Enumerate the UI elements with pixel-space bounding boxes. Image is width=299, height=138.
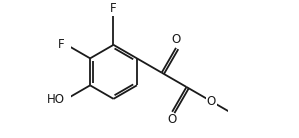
- Text: O: O: [167, 113, 177, 126]
- Text: O: O: [207, 95, 216, 108]
- Text: O: O: [171, 33, 181, 46]
- Text: HO: HO: [47, 93, 65, 106]
- Text: F: F: [110, 2, 117, 15]
- Text: F: F: [58, 38, 65, 51]
